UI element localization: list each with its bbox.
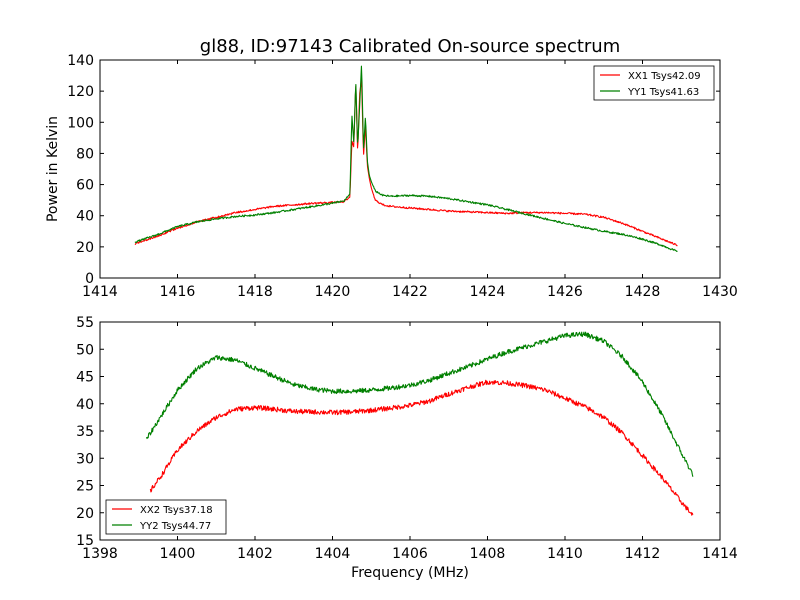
y-tick-label: 80 xyxy=(76,146,94,162)
series-line-yy1 xyxy=(134,65,678,253)
y-tick-label: 50 xyxy=(76,342,94,358)
bottom-legend: XX2 Tsys37.18 YY2 Tsys44.77 xyxy=(105,499,227,535)
x-tick-label: 1420 xyxy=(315,284,351,300)
x-tick-label: 1412 xyxy=(625,546,661,562)
bottom-tick-label-layer: 1398 1400 1402 1404 1406 1408 1410 1412 1414 15 20… xyxy=(76,315,738,562)
x-tick-label: 1422 xyxy=(392,284,428,300)
x-tick-label: 1416 xyxy=(160,284,196,300)
y-tick-label: 20 xyxy=(76,240,94,256)
x-tick-label: 1414 xyxy=(702,546,738,562)
x-tick-label: 1400 xyxy=(160,546,196,562)
bottom-series-layer xyxy=(145,331,694,516)
top-series-layer xyxy=(134,65,678,253)
x-tick-label: 1414 xyxy=(82,284,118,300)
bottom-legend-box xyxy=(105,499,227,535)
y-tick-label: 20 xyxy=(76,506,94,522)
top-legend-label-yy1: YY1 Tsys41.63 xyxy=(627,87,699,98)
y-tick-label: 15 xyxy=(76,533,94,549)
y-tick-label: 0 xyxy=(85,271,94,287)
top-y-axis-label: Power in Kelvin xyxy=(45,116,61,222)
y-tick-label: 30 xyxy=(76,451,94,467)
y-tick-label: 120 xyxy=(67,84,94,100)
x-tick-label: 1428 xyxy=(625,284,661,300)
top-legend-box xyxy=(593,65,715,101)
top-spectrum-panel: 1414 1416 1418 1420 1422 1424 1426 1428 1430 0 20 4… xyxy=(45,53,738,300)
y-tick-label: 40 xyxy=(76,209,94,225)
series-line-yy2 xyxy=(145,331,694,477)
x-tick-label: 1430 xyxy=(702,284,738,300)
y-tick-label: 100 xyxy=(67,115,94,131)
bottom-x-axis-label: Frequency (MHz) xyxy=(351,565,469,581)
y-tick-label: 55 xyxy=(76,315,94,331)
bottom-plot-frame xyxy=(99,321,721,541)
x-tick-label: 1406 xyxy=(392,546,428,562)
x-tick-label: 1410 xyxy=(547,546,583,562)
y-tick-label: 25 xyxy=(76,479,94,495)
x-tick-label: 1424 xyxy=(470,284,506,300)
x-tick-label: 1398 xyxy=(82,546,118,562)
y-tick-label: 40 xyxy=(76,397,94,413)
figure-title: gl88, ID:97143 Calibrated On-source spec… xyxy=(200,36,620,57)
y-tick-label: 35 xyxy=(76,424,94,440)
y-tick-label: 60 xyxy=(76,178,94,194)
bottom-legend-label-yy2: YY2 Tsys44.77 xyxy=(139,521,211,532)
x-tick-label: 1426 xyxy=(547,284,583,300)
series-line-xx2 xyxy=(149,379,694,516)
y-tick-label: 140 xyxy=(67,53,94,69)
y-tick-label: 45 xyxy=(76,370,94,386)
top-legend: XX1 Tsys42.09 YY1 Tsys41.63 xyxy=(593,65,715,101)
x-tick-label: 1408 xyxy=(470,546,506,562)
x-tick-label: 1404 xyxy=(315,546,351,562)
x-tick-label: 1402 xyxy=(237,546,273,562)
series-line-xx1 xyxy=(134,79,678,247)
bottom-spectrum-panel: 1398 1400 1402 1404 1406 1408 1410 1412 1414 15 20… xyxy=(76,315,738,581)
x-tick-label: 1418 xyxy=(237,284,273,300)
top-legend-label-xx1: XX1 Tsys42.09 xyxy=(628,71,701,82)
top-tick-label-layer: 1414 1416 1418 1420 1422 1424 1426 1428 1430 0 20 4… xyxy=(67,53,738,300)
top-plot-frame xyxy=(99,59,721,279)
bottom-legend-label-xx2: XX2 Tsys37.18 xyxy=(140,505,213,516)
